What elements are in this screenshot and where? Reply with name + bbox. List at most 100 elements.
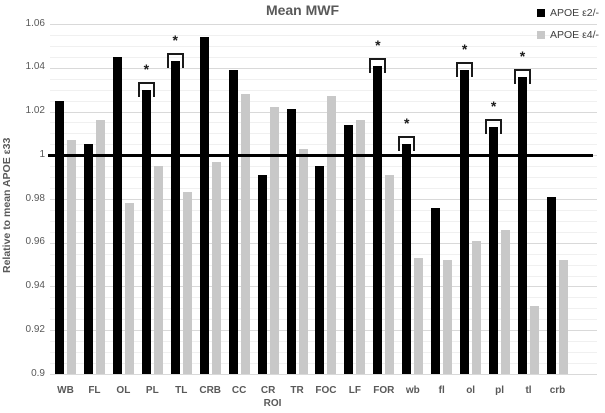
bar-apoe-e4-fl	[443, 260, 453, 374]
legend-swatch-gray	[536, 31, 545, 39]
x-axis-tick-label: FOC	[315, 385, 337, 396]
reference-line-baseline	[48, 153, 593, 157]
significance-bracket	[456, 61, 474, 77]
minor-gridline	[50, 46, 597, 47]
bar-apoe-e2-FL	[83, 144, 93, 374]
y-axis-tick-label: 0.98	[25, 192, 45, 204]
significance-asterisk: *	[172, 32, 178, 49]
bar-apoe-e2-ol	[460, 69, 470, 374]
y-axis-tick-label: 1.02	[25, 105, 45, 116]
y-axis-tick-label: 0.92	[25, 323, 45, 335]
x-axis-tick-label: fl	[438, 385, 445, 396]
major-gridline	[50, 68, 597, 69]
bar-apoe-e4-CRB	[211, 161, 221, 374]
bar-apoe-e4-PL	[153, 166, 163, 374]
minor-gridline	[50, 57, 597, 58]
bar-apoe-e4-wb	[414, 258, 424, 374]
x-axis-title: ROI	[263, 398, 282, 409]
bar-apoe-e4-FOC	[327, 96, 337, 374]
significance-bracket	[166, 53, 184, 69]
bar-apoe-e2-wb	[402, 144, 412, 374]
bar-apoe-e2-TL	[170, 61, 180, 374]
x-axis-tick-label: ol	[466, 385, 476, 396]
bar-apoe-e4-CC	[240, 94, 250, 374]
y-axis-tick-label: 1	[39, 148, 45, 160]
significance-bracket	[398, 136, 416, 152]
bar-apoe-e2-CRB	[199, 37, 209, 374]
bar-apoe-e2-WB	[55, 100, 64, 374]
x-axis-tick-label: CR	[260, 385, 276, 396]
bar-apoe-e2-OL	[112, 56, 122, 374]
bar-apoe-e4-TR	[298, 148, 308, 374]
bar-apoe-e2-crb	[546, 196, 556, 374]
x-axis-tick-label: crb	[549, 385, 566, 396]
bar-apoe-e2-CC	[228, 69, 238, 374]
bar-apoe-e2-fl	[431, 207, 441, 374]
significance-asterisk: *	[143, 60, 150, 77]
bar-apoe-e2-CR	[257, 174, 267, 374]
legend-label-apoe-e4: APOE ε4/-	[549, 29, 599, 41]
minor-gridline	[50, 144, 597, 145]
y-axis-title: Relative to mean APOE ε33	[1, 137, 13, 273]
bar-apoe-e4-FL	[95, 120, 105, 374]
x-axis-tick-label: WB	[57, 385, 74, 396]
bar-apoe-e4-LF	[356, 120, 366, 374]
significance-asterisk: *	[461, 40, 468, 57]
y-axis-tick-label: 1.04	[25, 61, 45, 73]
bar-apoe-e4-FOR	[385, 174, 395, 374]
x-axis-tick-label: OL	[116, 385, 131, 396]
y-axis-tick-label: 0.94	[25, 280, 45, 291]
x-axis-tick-label: FL	[88, 385, 101, 396]
major-gridline	[50, 374, 597, 375]
legend: APOE ε2/- APOE ε4/-	[536, 7, 599, 41]
bar-apoe-e2-FOR	[373, 65, 383, 374]
significance-bracket	[485, 118, 503, 134]
x-axis-tick-label: pl	[495, 385, 505, 396]
y-axis-tick-label: 0.96	[25, 236, 45, 248]
significance-asterisk: *	[375, 36, 381, 53]
bar-apoe-e2-LF	[344, 124, 354, 374]
bar-apoe-e4-ol	[472, 240, 482, 374]
minor-gridline	[50, 79, 597, 80]
bar-apoe-e4-CR	[269, 107, 279, 374]
x-axis-tick-label: CC	[231, 385, 247, 396]
significance-bracket	[137, 81, 155, 97]
bar-apoe-e2-tl	[518, 76, 528, 374]
minor-gridline	[50, 122, 597, 123]
bar-apoe-e2-TR	[286, 109, 296, 374]
y-axis-tick-label: 0.9	[31, 367, 45, 379]
major-gridline	[50, 24, 597, 25]
significance-asterisk: *	[519, 47, 526, 64]
bar-apoe-e4-pl	[501, 229, 511, 374]
x-axis-tick-label: LF	[348, 385, 361, 396]
bar-apoe-e2-FOC	[315, 166, 325, 374]
minor-gridline	[50, 90, 597, 91]
minor-gridline	[50, 35, 597, 36]
minor-gridline	[50, 133, 597, 134]
significance-bracket	[369, 57, 387, 73]
legend-swatch-black	[536, 9, 545, 17]
bar-apoe-e4-crb	[558, 260, 568, 374]
x-axis-tick-label: wb	[405, 385, 420, 396]
bar-apoe-e2-pl	[489, 126, 499, 374]
x-axis-tick-label: FOR	[373, 385, 395, 396]
legend-item-apoe-e2: APOE ε2/-	[536, 7, 599, 19]
chart-title: Mean MWF	[265, 2, 340, 18]
bar-apoe-e4-OL	[124, 203, 134, 374]
legend-label-apoe-e2: APOE ε2/-	[549, 7, 599, 19]
x-axis-tick-label: tl	[525, 385, 532, 396]
x-axis-tick-label: TR	[290, 385, 304, 396]
y-axis-tick-label: 1.06	[25, 17, 45, 29]
significance-asterisk: *	[490, 97, 497, 114]
x-axis-tick-label: PL	[145, 385, 159, 396]
major-gridline	[50, 112, 597, 113]
x-axis-tick-label: CRB	[199, 385, 222, 396]
bar-apoe-e4-tl	[530, 306, 540, 374]
significance-asterisk: *	[404, 115, 410, 132]
legend-item-apoe-e4: APOE ε4/-	[536, 29, 599, 41]
significance-bracket	[514, 68, 532, 84]
bar-apoe-e4-TL	[182, 192, 192, 374]
bar-apoe-e4-WB	[67, 139, 76, 374]
x-axis-tick-label: TL	[175, 385, 188, 396]
